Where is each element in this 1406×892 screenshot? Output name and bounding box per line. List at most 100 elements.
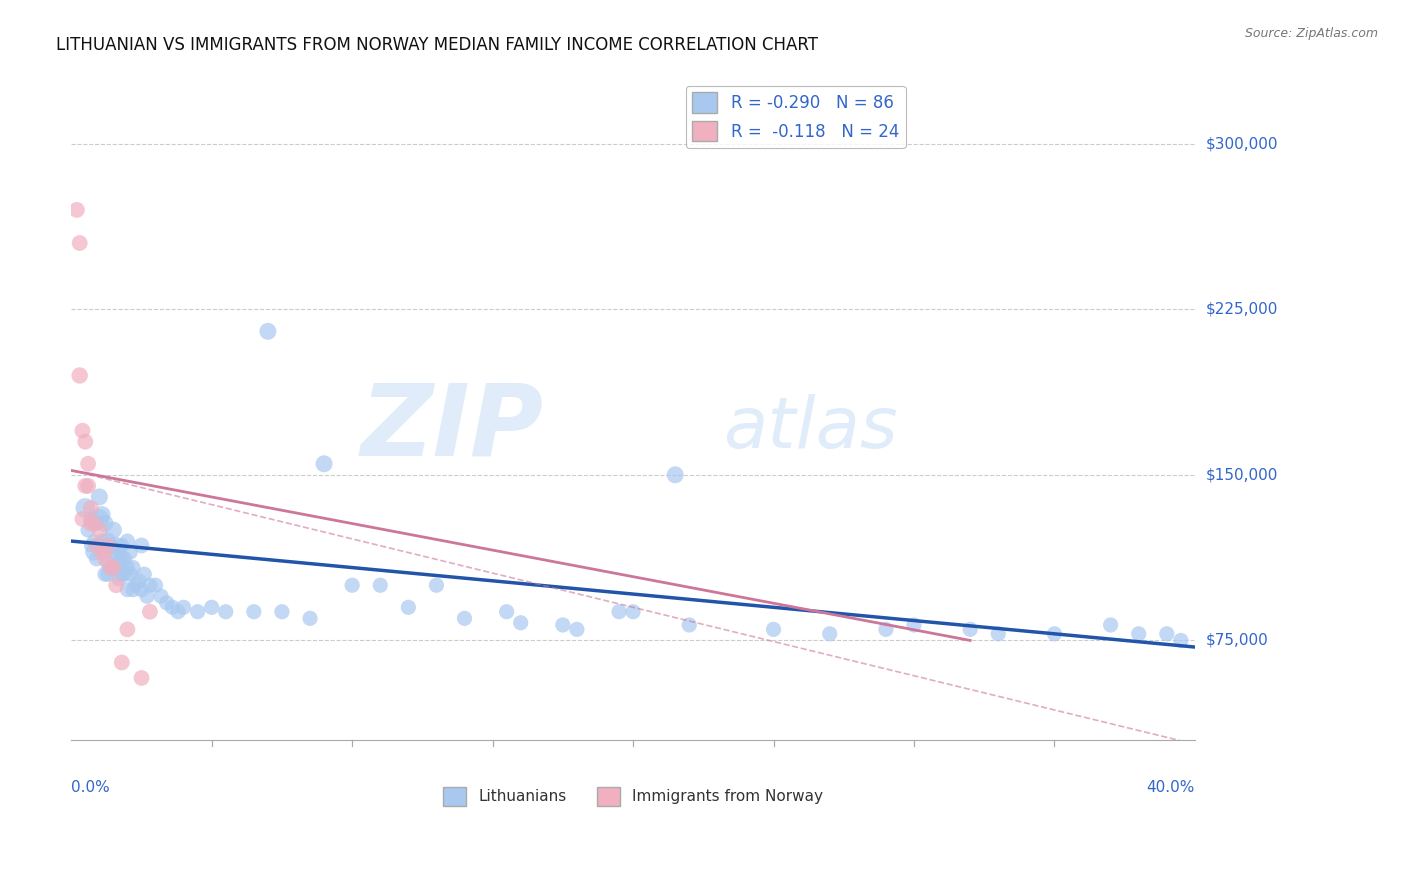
Point (117, 582, 139, 597)
Point (69, 235, 91, 250)
Point (425, 578, 447, 592)
Text: $150,000: $150,000 (1206, 467, 1278, 483)
Point (97, 534, 120, 549)
Point (139, 605, 162, 619)
Point (607, 605, 630, 619)
Point (131, 539, 153, 553)
Point (97, 567, 120, 582)
Point (111, 567, 134, 582)
Point (108, 556, 131, 570)
Point (72, 424, 94, 438)
Point (111, 539, 134, 553)
Point (89, 490, 111, 504)
Point (91, 534, 114, 549)
Point (117, 534, 139, 549)
Point (80, 500, 103, 515)
Point (108, 545, 131, 559)
Point (762, 623, 785, 637)
Text: $225,000: $225,000 (1206, 301, 1278, 317)
Point (167, 605, 190, 619)
Point (271, 605, 294, 619)
Point (86, 551, 108, 566)
Point (131, 671, 153, 685)
Text: atlas: atlas (723, 394, 897, 463)
Point (89, 539, 111, 553)
Point (69, 368, 91, 383)
Point (114, 567, 136, 582)
Point (139, 578, 162, 592)
Point (111, 551, 134, 566)
Point (125, 578, 148, 592)
Point (100, 539, 122, 553)
Point (495, 605, 517, 619)
Text: LITHUANIAN VS IMMIGRANTS FROM NORWAY MEDIAN FAMILY INCOME CORRELATION CHART: LITHUANIAN VS IMMIGRANTS FROM NORWAY MED… (56, 36, 818, 54)
Point (136, 589, 159, 603)
Point (368, 578, 391, 592)
Point (94, 551, 117, 566)
Point (86, 516, 108, 531)
Point (987, 627, 1010, 641)
Text: $300,000: $300,000 (1206, 136, 1278, 151)
Point (128, 574, 150, 588)
Point (103, 545, 125, 559)
Point (134, 567, 156, 582)
Point (103, 560, 125, 574)
Point (551, 618, 574, 632)
Point (77, 523, 100, 537)
Point (621, 605, 644, 619)
Point (298, 611, 321, 625)
Point (89, 512, 111, 526)
Point (103, 560, 125, 574)
Point (215, 605, 238, 619)
Point (875, 623, 897, 637)
Point (83, 545, 105, 559)
Point (91, 545, 114, 559)
Point (100, 560, 122, 574)
Point (117, 623, 139, 637)
Point (77, 479, 100, 493)
Point (312, 457, 335, 471)
Text: Source: ZipAtlas.com: Source: ZipAtlas.com (1244, 27, 1378, 40)
Point (122, 560, 145, 574)
Point (77, 457, 100, 471)
Point (340, 578, 363, 592)
Point (89, 523, 111, 537)
Point (114, 551, 136, 566)
Point (1128, 627, 1150, 641)
Point (94, 545, 117, 559)
Point (97, 556, 120, 570)
Point (162, 600, 184, 615)
Point (83, 534, 105, 549)
Point (111, 656, 134, 670)
Point (509, 615, 531, 630)
Point (105, 539, 128, 553)
Point (150, 589, 173, 603)
Point (1099, 618, 1122, 632)
Point (122, 582, 145, 597)
Point (1043, 627, 1066, 641)
Point (86, 539, 108, 553)
Point (453, 611, 475, 625)
Point (1170, 633, 1192, 648)
Point (72, 512, 94, 526)
Point (664, 467, 686, 482)
Point (94, 516, 117, 531)
Point (120, 545, 142, 559)
Point (396, 600, 419, 615)
Point (66, 202, 89, 217)
Point (818, 627, 841, 641)
Point (75, 500, 97, 515)
Text: 0.0%: 0.0% (72, 780, 110, 795)
Point (91, 508, 114, 522)
Point (80, 512, 103, 526)
Point (80, 516, 103, 531)
Point (94, 567, 117, 582)
Point (105, 560, 128, 574)
Point (1156, 627, 1178, 641)
Point (201, 600, 224, 615)
Point (100, 560, 122, 574)
Text: $75,000: $75,000 (1206, 633, 1268, 648)
Point (75, 434, 97, 449)
Point (243, 605, 266, 619)
Point (156, 596, 179, 610)
